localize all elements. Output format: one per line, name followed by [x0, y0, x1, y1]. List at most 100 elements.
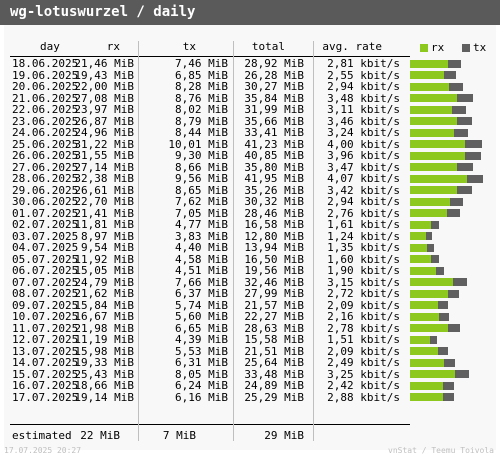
row-tx: 7,05 MiB	[175, 206, 228, 220]
bar-tx	[426, 243, 435, 252]
row-bar	[410, 381, 490, 390]
row-rate: 1,90 kbit/s	[327, 264, 400, 277]
legend-rx-label: rx	[431, 41, 445, 54]
bar-rx	[410, 312, 440, 321]
bar-tx	[443, 393, 455, 401]
row-bar	[410, 140, 490, 148]
row-rate: 2,09 kbit/s	[327, 344, 400, 358]
row-day: 28.06.2025	[12, 172, 79, 185]
row-rx: 31,22 MiB	[74, 137, 134, 151]
row-rate: 3,47 kbit/s	[327, 160, 400, 174]
row-bar	[410, 243, 490, 252]
row-day: 22.06.2025	[12, 103, 79, 116]
row-bar	[410, 82, 490, 91]
row-rate: 2,78 kbit/s	[327, 321, 400, 335]
row-bar	[410, 59, 490, 68]
footer-credit: vnStat / Teemu Toivola	[388, 446, 494, 455]
row-bar	[410, 278, 490, 286]
bar-rx	[410, 255, 431, 263]
row-rx: 31,55 MiB	[74, 149, 134, 162]
row-total: 28,63 MiB	[244, 321, 304, 335]
bar-rx	[410, 324, 449, 332]
row-bar	[410, 255, 490, 263]
bar-rx	[410, 197, 450, 206]
row-rx: 15,84 MiB	[74, 298, 134, 312]
row-tx: 6,85 MiB	[175, 68, 228, 82]
estimated-total: 29 MiB	[264, 429, 304, 442]
row-bar	[410, 347, 490, 355]
row-rate: 3,46 kbit/s	[327, 114, 400, 128]
row-total: 21,57 MiB	[244, 298, 304, 312]
row-bar	[410, 151, 490, 160]
row-total: 26,28 MiB	[244, 68, 304, 82]
bar-tx	[447, 289, 459, 298]
bar-tx	[464, 140, 483, 148]
row-rate: 1,61 kbit/s	[327, 218, 400, 231]
row-rate: 3,96 kbit/s	[327, 149, 400, 162]
row-bar	[410, 163, 490, 171]
row-day: 02.07.2025	[12, 218, 79, 231]
row-day: 25.06.2025	[12, 137, 79, 151]
row-tx: 7,66 MiB	[175, 275, 228, 289]
row-tx: 8,79 MiB	[175, 114, 228, 128]
bar-tx	[451, 105, 466, 114]
row-tx: 6,65 MiB	[175, 321, 228, 335]
bar-rx	[410, 278, 454, 286]
row-tx: 4,58 MiB	[175, 252, 228, 266]
row-bar	[410, 393, 490, 401]
row-tx: 6,37 MiB	[175, 287, 228, 300]
row-tx: 6,31 MiB	[175, 356, 228, 369]
bar-tx	[465, 151, 482, 160]
row-tx: 8,65 MiB	[175, 183, 228, 197]
bar-tx	[430, 220, 439, 229]
row-rate: 4,07 kbit/s	[327, 172, 400, 185]
row-day: 30.06.2025	[12, 195, 79, 208]
row-day: 19.06.2025	[12, 68, 79, 82]
bar-rx	[410, 370, 455, 378]
bar-tx	[442, 381, 454, 390]
bar-rx	[410, 393, 444, 401]
row-rx: 25,43 MiB	[74, 367, 134, 381]
row-total: 30,27 MiB	[244, 80, 304, 93]
row-bar	[410, 289, 490, 298]
header-tx: tx	[182, 40, 196, 53]
row-total: 16,58 MiB	[244, 218, 304, 231]
header-avg-rate: avg. rate	[322, 40, 382, 53]
row-total: 35,84 MiB	[244, 91, 304, 105]
bar-rx	[410, 105, 452, 114]
bar-rx	[410, 358, 444, 367]
bar-tx	[457, 94, 473, 102]
row-total: 24,89 MiB	[244, 379, 304, 392]
row-tx: 4,77 MiB	[175, 218, 228, 231]
row-day: 27.06.2025	[12, 160, 79, 174]
row-bar	[410, 324, 490, 332]
bar-tx	[430, 255, 439, 263]
row-day: 17.07.2025	[12, 390, 79, 404]
row-total: 31,99 MiB	[244, 103, 304, 116]
row-day: 11.07.2025	[12, 321, 79, 335]
row-tx: 4,39 MiB	[175, 333, 228, 346]
legend-tx-label: tx	[473, 41, 487, 54]
bar-rx	[410, 220, 431, 229]
row-total: 33,48 MiB	[244, 367, 304, 381]
row-tx: 8,02 MiB	[175, 103, 228, 116]
bar-tx	[443, 358, 455, 367]
row-bar	[410, 370, 490, 378]
row-day: 29.06.2025	[12, 183, 79, 197]
row-rx: 22,00 MiB	[74, 80, 134, 93]
row-rx: 22,70 MiB	[74, 195, 134, 208]
row-day: 26.06.2025	[12, 149, 79, 162]
row-day: 03.07.2025	[12, 229, 79, 243]
row-bar	[410, 220, 490, 229]
row-rx: 19,14 MiB	[74, 390, 134, 404]
row-bar	[410, 266, 490, 275]
row-total: 25,64 MiB	[244, 356, 304, 369]
row-rate: 3,11 kbit/s	[327, 103, 400, 116]
row-total: 33,41 MiB	[244, 126, 304, 139]
row-day: 16.07.2025	[12, 379, 79, 392]
row-rx: 24,79 MiB	[74, 275, 134, 289]
row-rate: 2,81 kbit/s	[327, 57, 400, 70]
row-bar	[410, 197, 490, 206]
row-day: 23.06.2025	[12, 114, 79, 128]
footer-timestamp: 17.07.2025 20:27	[4, 446, 82, 455]
